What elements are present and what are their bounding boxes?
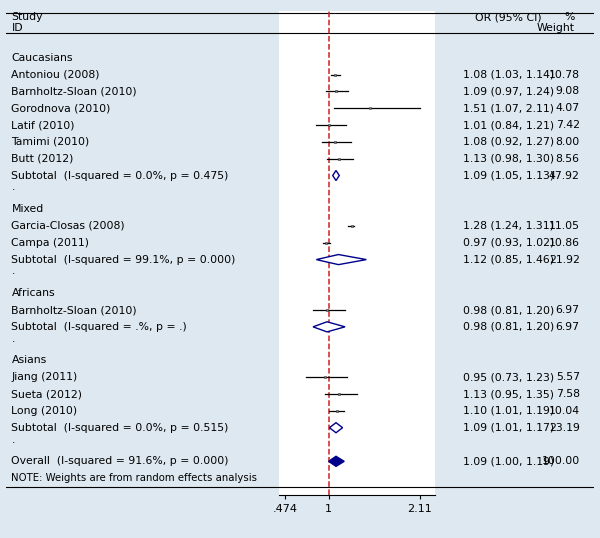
Text: OR (95% CI): OR (95% CI) bbox=[475, 12, 542, 23]
Text: 1.09 (1.05, 1.13): 1.09 (1.05, 1.13) bbox=[463, 171, 554, 181]
Text: Mixed: Mixed bbox=[11, 204, 44, 214]
Polygon shape bbox=[313, 322, 345, 332]
Text: Subtotal  (I-squared = .%, p = .): Subtotal (I-squared = .%, p = .) bbox=[11, 322, 187, 332]
Text: 10.78: 10.78 bbox=[549, 69, 580, 80]
Text: 9.08: 9.08 bbox=[556, 87, 580, 96]
Text: 1.51 (1.07, 2.11): 1.51 (1.07, 2.11) bbox=[463, 103, 554, 114]
Text: 0.97 (0.93, 1.02): 0.97 (0.93, 1.02) bbox=[463, 238, 554, 248]
Text: 0.98 (0.81, 1.20): 0.98 (0.81, 1.20) bbox=[463, 322, 554, 332]
Text: 4.07: 4.07 bbox=[556, 103, 580, 114]
Text: 1.09 (1.00, 1.19): 1.09 (1.00, 1.19) bbox=[463, 456, 554, 466]
Text: 1.09 (1.01, 1.17): 1.09 (1.01, 1.17) bbox=[463, 423, 554, 433]
Polygon shape bbox=[329, 423, 343, 433]
Text: 47.92: 47.92 bbox=[549, 171, 580, 181]
Text: Latif (2010): Latif (2010) bbox=[11, 120, 75, 130]
Text: 11.05: 11.05 bbox=[549, 221, 580, 231]
Text: Barnholtz-Sloan (2010): Barnholtz-Sloan (2010) bbox=[11, 305, 137, 315]
Text: Africans: Africans bbox=[11, 288, 55, 298]
Text: Antoniou (2008): Antoniou (2008) bbox=[11, 69, 100, 80]
Text: Subtotal  (I-squared = 0.0%, p = 0.515): Subtotal (I-squared = 0.0%, p = 0.515) bbox=[11, 423, 229, 433]
Text: 1.12 (0.85, 1.46): 1.12 (0.85, 1.46) bbox=[463, 254, 554, 265]
Polygon shape bbox=[329, 456, 344, 466]
Text: Overall  (I-squared = 91.6%, p = 0.000): Overall (I-squared = 91.6%, p = 0.000) bbox=[11, 456, 229, 466]
Text: .: . bbox=[11, 435, 15, 444]
Text: 21.92: 21.92 bbox=[549, 254, 580, 265]
Text: 0.95 (0.73, 1.23): 0.95 (0.73, 1.23) bbox=[463, 372, 554, 383]
Text: ID: ID bbox=[11, 24, 23, 33]
Text: 1.10 (1.01, 1.19): 1.10 (1.01, 1.19) bbox=[463, 406, 554, 416]
Text: 7.42: 7.42 bbox=[556, 120, 580, 130]
Text: Long (2010): Long (2010) bbox=[11, 406, 77, 416]
Text: 1.09 (0.97, 1.24): 1.09 (0.97, 1.24) bbox=[463, 87, 554, 96]
Text: 1.28 (1.24, 1.31): 1.28 (1.24, 1.31) bbox=[463, 221, 554, 231]
Text: 1.13 (0.95, 1.35): 1.13 (0.95, 1.35) bbox=[463, 389, 554, 399]
Text: %: % bbox=[565, 12, 575, 23]
Text: 0.98 (0.81, 1.20): 0.98 (0.81, 1.20) bbox=[463, 305, 554, 315]
Text: 8.56: 8.56 bbox=[556, 154, 580, 164]
Text: Tamimi (2010): Tamimi (2010) bbox=[11, 137, 90, 147]
Text: Subtotal  (I-squared = 99.1%, p = 0.000): Subtotal (I-squared = 99.1%, p = 0.000) bbox=[11, 254, 236, 265]
Text: 1.08 (1.03, 1.14): 1.08 (1.03, 1.14) bbox=[463, 69, 554, 80]
Polygon shape bbox=[333, 171, 339, 181]
Text: 1.13 (0.98, 1.30): 1.13 (0.98, 1.30) bbox=[463, 154, 554, 164]
Text: 1.01 (0.84, 1.21): 1.01 (0.84, 1.21) bbox=[463, 120, 554, 130]
Text: NOTE: Weights are from random effects analysis: NOTE: Weights are from random effects an… bbox=[11, 473, 257, 483]
Text: Subtotal  (I-squared = 0.0%, p = 0.475): Subtotal (I-squared = 0.0%, p = 0.475) bbox=[11, 171, 229, 181]
Text: .: . bbox=[11, 182, 15, 193]
Text: Caucasians: Caucasians bbox=[11, 53, 73, 63]
Text: Jiang (2011): Jiang (2011) bbox=[11, 372, 78, 383]
Text: Garcia-Closas (2008): Garcia-Closas (2008) bbox=[11, 221, 125, 231]
Text: 10.86: 10.86 bbox=[549, 238, 580, 248]
Text: 100.00: 100.00 bbox=[541, 456, 580, 466]
Text: 6.97: 6.97 bbox=[556, 322, 580, 332]
Text: Study: Study bbox=[11, 12, 43, 23]
Text: 8.00: 8.00 bbox=[556, 137, 580, 147]
Text: Campa (2011): Campa (2011) bbox=[11, 238, 89, 248]
Text: 1.08 (0.92, 1.27): 1.08 (0.92, 1.27) bbox=[463, 137, 554, 147]
Text: 5.57: 5.57 bbox=[556, 372, 580, 383]
Text: Sueta (2012): Sueta (2012) bbox=[11, 389, 82, 399]
Text: .: . bbox=[11, 266, 15, 277]
Text: .: . bbox=[11, 334, 15, 344]
Text: Gorodnova (2010): Gorodnova (2010) bbox=[11, 103, 111, 114]
Text: 6.97: 6.97 bbox=[556, 305, 580, 315]
Text: Butt (2012): Butt (2012) bbox=[11, 154, 74, 164]
Polygon shape bbox=[316, 254, 367, 265]
Text: Barnholtz-Sloan (2010): Barnholtz-Sloan (2010) bbox=[11, 87, 137, 96]
Text: Weight: Weight bbox=[537, 24, 575, 33]
Text: Asians: Asians bbox=[11, 356, 47, 365]
Text: 7.58: 7.58 bbox=[556, 389, 580, 399]
Text: 10.04: 10.04 bbox=[548, 406, 580, 416]
Text: 23.19: 23.19 bbox=[549, 423, 580, 433]
